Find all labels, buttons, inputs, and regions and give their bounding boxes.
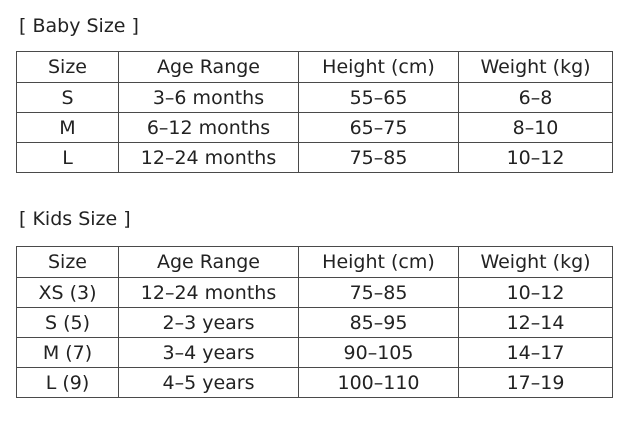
age-range-cell: 3–6 months — [118, 82, 299, 113]
kids-size-table: Size Age Range Height (cm) Weight (kg) X… — [16, 246, 613, 398]
weight-cell: 8–10 — [458, 112, 613, 143]
age-range-cell: 3–4 years — [118, 337, 299, 368]
age-range-cell: 12–24 months — [118, 277, 299, 308]
column-header-age-range: Age Range — [118, 51, 299, 83]
baby-size-heading: [ Baby Size ] — [19, 15, 139, 37]
size-cell: L — [16, 142, 119, 173]
size-cell: L (9) — [16, 367, 119, 398]
table-row: L 12–24 months 75–85 10–12 — [16, 142, 613, 173]
column-header-age-range: Age Range — [118, 246, 299, 278]
height-cell: 75–85 — [298, 277, 459, 308]
table-row: S 3–6 months 55–65 6–8 — [16, 82, 613, 113]
age-range-cell: 12–24 months — [118, 142, 299, 173]
age-range-cell: 4–5 years — [118, 367, 299, 398]
age-range-cell: 6–12 months — [118, 112, 299, 143]
size-cell: S (5) — [16, 307, 119, 338]
column-header-size: Size — [16, 246, 119, 278]
height-cell: 55–65 — [298, 82, 459, 113]
weight-cell: 6–8 — [458, 82, 613, 113]
column-header-weight: Weight (kg) — [458, 51, 613, 83]
table-row: L (9) 4–5 years 100–110 17–19 — [16, 367, 613, 398]
table-header-row: Size Age Range Height (cm) Weight (kg) — [16, 246, 613, 278]
kids-size-heading: [ Kids Size ] — [19, 208, 131, 230]
size-cell: M (7) — [16, 337, 119, 368]
size-cell: S — [16, 82, 119, 113]
weight-cell: 14–17 — [458, 337, 613, 368]
height-cell: 85–95 — [298, 307, 459, 338]
size-cell: M — [16, 112, 119, 143]
column-header-size: Size — [16, 51, 119, 83]
height-cell: 90–105 — [298, 337, 459, 368]
height-cell: 100–110 — [298, 367, 459, 398]
weight-cell: 17–19 — [458, 367, 613, 398]
table-row: M (7) 3–4 years 90–105 14–17 — [16, 337, 613, 368]
baby-size-table: Size Age Range Height (cm) Weight (kg) S… — [16, 51, 613, 173]
table-header-row: Size Age Range Height (cm) Weight (kg) — [16, 51, 613, 83]
weight-cell: 10–12 — [458, 142, 613, 173]
column-header-weight: Weight (kg) — [458, 246, 613, 278]
height-cell: 75–85 — [298, 142, 459, 173]
age-range-cell: 2–3 years — [118, 307, 299, 338]
table-row: M 6–12 months 65–75 8–10 — [16, 112, 613, 143]
table-row: XS (3) 12–24 months 75–85 10–12 — [16, 277, 613, 308]
table-row: S (5) 2–3 years 85–95 12–14 — [16, 307, 613, 338]
weight-cell: 12–14 — [458, 307, 613, 338]
height-cell: 65–75 — [298, 112, 459, 143]
size-cell: XS (3) — [16, 277, 119, 308]
column-header-height: Height (cm) — [298, 246, 459, 278]
weight-cell: 10–12 — [458, 277, 613, 308]
column-header-height: Height (cm) — [298, 51, 459, 83]
